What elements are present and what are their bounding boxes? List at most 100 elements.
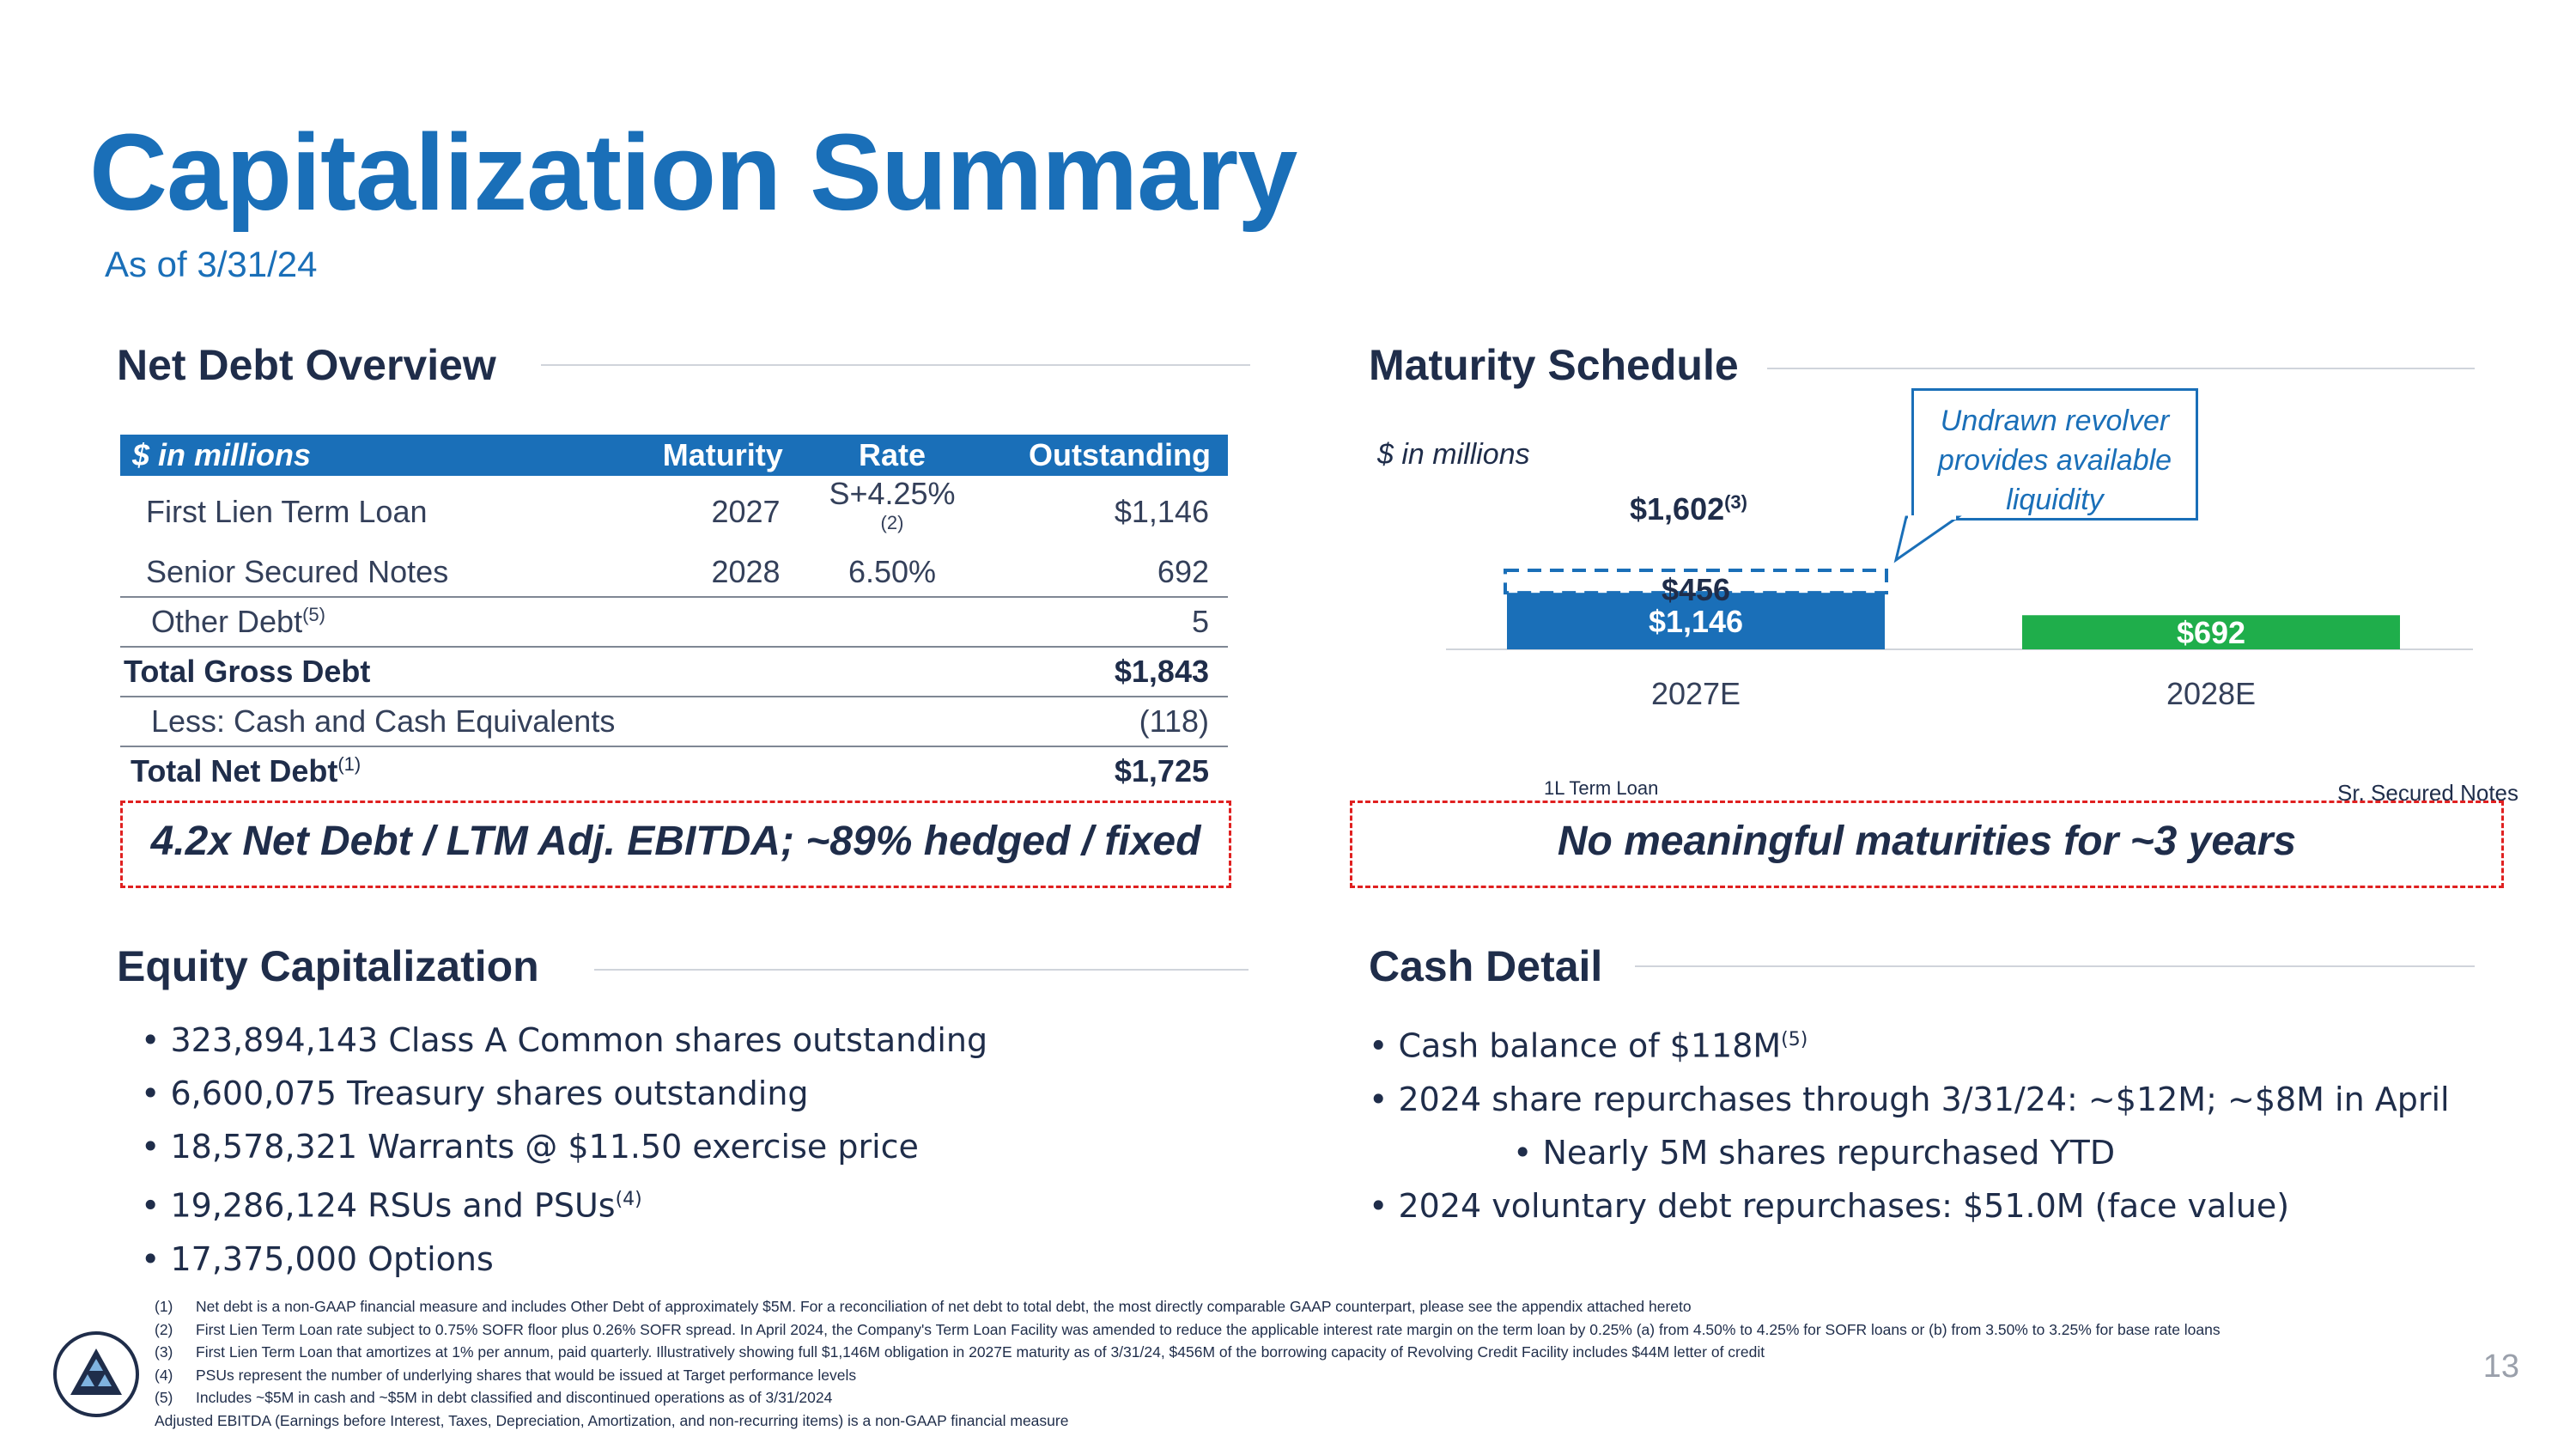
net-debt-heading: Net Debt Overview <box>117 341 496 389</box>
footnote-num: (3) <box>155 1343 173 1361</box>
maturity-callout: No meaningful maturities for ~3 years <box>1557 819 2297 864</box>
bar-notes <box>2022 615 2400 649</box>
footnote-text: First Lien Term Loan that amortizes at 1… <box>196 1343 1765 1361</box>
list-item-footnote: (4) <box>615 1189 642 1210</box>
table-row: Senior Secured Notes 2028 6.50% 692 <box>120 548 1228 598</box>
col-header-maturity: Maturity <box>646 435 799 476</box>
bar-value-label: $456 <box>1662 572 1730 607</box>
row-label: Other Debt(5) <box>120 597 647 648</box>
list-item: • Cash balance of $118M(5) <box>1369 1026 1808 1065</box>
table-row: Other Debt(5) 5 <box>120 597 1228 648</box>
table-row-total-gross: Total Gross Debt $1,843 <box>120 647 1228 697</box>
row-outstanding: $1,725 <box>1114 753 1209 788</box>
x-tick-label: 2028E <box>2166 676 2256 711</box>
list-item-footnote: (5) <box>1781 1029 1808 1050</box>
logo-facet-left <box>81 1374 94 1386</box>
list-item-text: 18,578,321 Warrants @ $11.50 exercise pr… <box>170 1128 919 1166</box>
row-label: Total Net Debt(1) <box>120 746 647 795</box>
row-label: First Lien Term Loan <box>146 494 428 529</box>
row-outstanding: 692 <box>985 548 1228 598</box>
list-item-text: 2024 share repurchases through 3/31/24: … <box>1398 1080 2450 1118</box>
list-item-text: 6,600,075 Treasury shares outstanding <box>170 1075 809 1112</box>
page-number: 13 <box>2482 1349 2519 1385</box>
col-header-outstanding: Outstanding <box>985 435 1228 476</box>
net-debt-callout: 4.2x Net Debt / LTM Adj. EBITDA; ~89% he… <box>150 819 1201 864</box>
row-rate: S+4.25%(2) <box>799 476 986 548</box>
logo-facet-top <box>89 1359 103 1371</box>
list-item: • 6,600,075 Treasury shares outstanding <box>141 1075 809 1112</box>
row-rate <box>799 697 986 747</box>
list-item: • 17,375,000 Options <box>141 1239 494 1278</box>
footnotes: (1) Net debt is a non-GAAP financial meas… <box>155 1295 2221 1432</box>
footnote: (1) Net debt is a non-GAAP financial meas… <box>155 1295 2221 1318</box>
cash-heading: Cash Detail <box>1369 942 1603 990</box>
row-rate: 6.50% <box>799 548 986 598</box>
row-maturity <box>646 597 799 648</box>
legend-term-loan: 1L Term Loan <box>1544 777 1659 799</box>
row-label-footnote: (5) <box>302 604 325 625</box>
maturity-callout-box <box>1350 801 2504 888</box>
maturity-heading: Maturity Schedule <box>1369 341 1739 389</box>
row-label: Total Gross Debt <box>120 647 647 697</box>
footnote-num: (5) <box>155 1389 173 1406</box>
net-debt-table: $ in millions Maturity Rate Outstanding … <box>120 435 1228 795</box>
row-rate <box>799 597 986 648</box>
row-rate <box>799 746 986 795</box>
list-item-text: 17,375,000 Options <box>170 1239 494 1278</box>
table-row-total-net: Total Net Debt(1) $1,725 <box>120 746 1228 795</box>
row-maturity: 2027 <box>711 494 781 529</box>
page-subtitle: As of 3/31/24 <box>105 244 318 284</box>
row-maturity <box>646 697 799 747</box>
cash-divider <box>1635 965 2475 967</box>
bar-revolver <box>1504 569 1888 595</box>
row-maturity: 2028 <box>646 548 799 598</box>
x-tick-label: 2027E <box>1651 676 1741 711</box>
list-item-sub: • Nearly 5M shares repurchased YTD <box>1513 1133 2116 1172</box>
footnote: (3) First Lien Term Loan that amortizes a… <box>155 1341 2221 1364</box>
list-item-text: Cash balance of $118M <box>1398 1026 1782 1065</box>
row-maturity <box>647 746 799 795</box>
maturity-chart: $1,146$456 2027E $692 2028E <box>1446 569 2473 711</box>
list-item: • 323,894,143 Class A Common shares outs… <box>141 1021 988 1059</box>
footnote-num: (1) <box>155 1298 173 1315</box>
list-item-text: 2024 voluntary debt repurchases: $51.0M … <box>1398 1186 2290 1225</box>
table-row: First Lien Term Loan 2027 S+4.25%(2) $1,… <box>120 476 1228 548</box>
row-outstanding: $1,146 <box>1114 494 1209 529</box>
bar-value-label: $1,146 <box>1649 604 1743 639</box>
logo-facet-right <box>98 1374 112 1386</box>
row-outstanding: 5 <box>985 597 1228 648</box>
equity-list: • 323,894,143 Class A Common shares outs… <box>141 1014 987 1286</box>
col-header-rate: Rate <box>799 435 986 476</box>
table-header-row: $ in millions Maturity Rate Outstanding <box>120 435 1228 476</box>
rate-value: S+4.25% <box>829 476 956 511</box>
row-label: Less: Cash and Cash Equivalents <box>120 697 647 747</box>
total-label: $1,602(3) <box>1630 491 1747 527</box>
company-logo <box>53 1331 139 1417</box>
table-row: Less: Cash and Cash Equivalents (118) <box>120 697 1228 747</box>
footnote-text: Includes ~$5M in cash and ~$5M in debt c… <box>196 1389 833 1406</box>
list-item: • 2024 voluntary debt repurchases: $51.0… <box>1369 1186 2290 1225</box>
row-label-footnote: (1) <box>337 753 361 775</box>
equity-heading: Equity Capitalization <box>117 942 539 990</box>
net-debt-callout-box <box>120 801 1231 888</box>
list-item-text: 19,286,124 RSUs and PSUs <box>170 1186 616 1225</box>
row-outstanding: (118) <box>985 697 1228 747</box>
footnote-text: Net debt is a non-GAAP financial measure… <box>196 1298 1692 1315</box>
row-label-text: Total Net Debt <box>131 753 338 788</box>
cash-list: • Cash balance of $118M(5) • 2024 share … <box>1369 1014 2450 1233</box>
bar-term-loan <box>1507 593 1885 649</box>
page-title: Capitalization Summary <box>89 112 1297 233</box>
footnote: (5) Includes ~$5M in cash and ~$5M in deb… <box>155 1386 2221 1409</box>
footnote-text: PSUs represent the number of underlying … <box>196 1366 857 1384</box>
tooltip-pointer <box>1893 515 1962 563</box>
footnote: (4) PSUs represent the number of underlyi… <box>155 1364 2221 1387</box>
total-footnote: (3) <box>1724 491 1747 513</box>
list-item-text: 323,894,143 Class A Common shares outsta… <box>170 1021 988 1059</box>
footnote-ebitda: Adjusted EBITDA (Earnings before Interes… <box>155 1411 1069 1429</box>
footnote-num: (2) <box>155 1320 173 1338</box>
rate-footnote: (2) <box>880 512 904 533</box>
net-debt-divider <box>541 364 1250 366</box>
col-header-units: $ in millions <box>120 435 647 476</box>
row-rate <box>799 647 986 697</box>
bar-value-label: $692 <box>2177 615 2245 650</box>
